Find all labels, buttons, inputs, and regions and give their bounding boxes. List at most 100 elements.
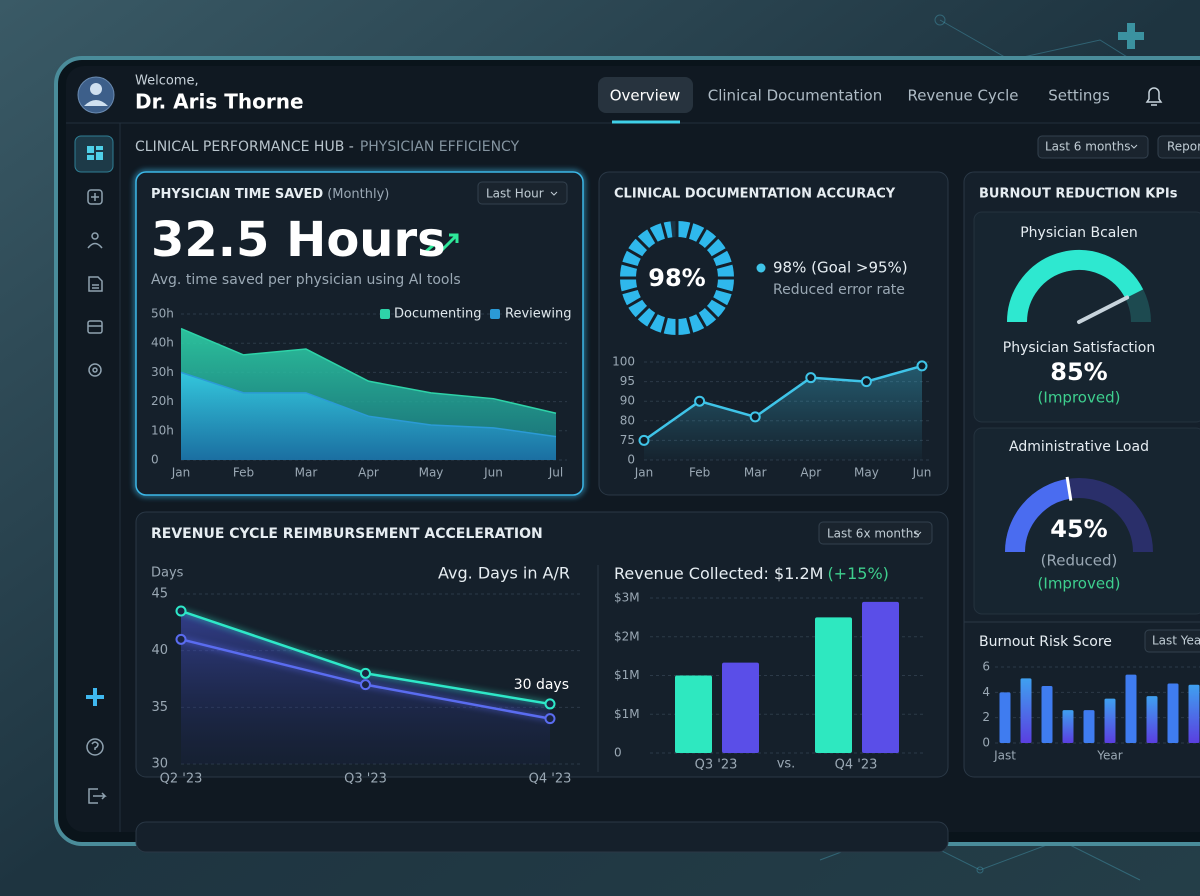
- donut-gap: [646, 311, 659, 329]
- y-tick-label: 40h: [151, 336, 174, 350]
- nav-tab[interactable]: Revenue Cycle: [907, 87, 1018, 105]
- y-tick-label: 80: [620, 413, 635, 427]
- chart-subtitle: Avg. Days in A/R: [438, 564, 570, 583]
- gauge-title: Administrative Load: [1009, 439, 1149, 455]
- donut-gap: [695, 227, 708, 245]
- donut-gap: [660, 221, 669, 240]
- y-tick-label: 95: [620, 374, 635, 388]
- y-tick-label: 0: [151, 453, 159, 467]
- x-tick-label: Feb: [689, 466, 710, 480]
- filter-button[interactable]: [1037, 135, 1149, 159]
- y-tick-label: 50h: [151, 307, 174, 321]
- bar: [675, 675, 712, 753]
- filter-button[interactable]: [1144, 629, 1200, 653]
- donut-gap: [634, 305, 650, 321]
- donut-gap: [660, 316, 669, 335]
- gauge-marker: [1065, 476, 1073, 501]
- y-tick-label: 6: [982, 660, 990, 674]
- logout-icon[interactable]: [88, 788, 107, 804]
- docs-icon[interactable]: [88, 276, 103, 292]
- x-tick-label: Q4 '23: [529, 772, 572, 787]
- nav-tab[interactable]: Clinical Documentation: [708, 87, 883, 105]
- x-tick-label: Apr: [358, 466, 379, 480]
- legend-dot: [756, 263, 766, 273]
- panel-title: BURNOUT REDUCTION KPIs: [979, 187, 1178, 202]
- dashboard-icon[interactable]: [87, 146, 94, 153]
- line: [643, 364, 923, 442]
- nav-active-bg: [598, 77, 693, 113]
- filter-label: Last 6x months: [827, 527, 920, 541]
- x-tick-label: Jun: [912, 466, 932, 480]
- point: [360, 667, 371, 679]
- bar: [1125, 674, 1137, 743]
- hub-title: CLINICAL PERFORMANCE HUB - PHYSICIAN EFFI…: [135, 139, 520, 155]
- gauge-value-label: 45%: [1050, 515, 1107, 543]
- nav-tab[interactable]: Settings: [1048, 87, 1110, 105]
- y-tick-label: 90: [620, 394, 635, 408]
- x-tick-label: Mar: [295, 466, 318, 480]
- y-tick-label: $1M: [614, 668, 640, 682]
- x-tick-label: Year: [1096, 749, 1122, 763]
- y-tick-label: $1M: [614, 707, 640, 721]
- point: [175, 633, 187, 645]
- bell-icon[interactable]: [1145, 87, 1163, 106]
- filter-button[interactable]: [818, 521, 933, 545]
- x-tick-label: May: [419, 466, 444, 480]
- legend-label: Documenting: [394, 307, 481, 322]
- bar: [1104, 698, 1116, 743]
- point: [749, 411, 761, 423]
- y-tick-label: 35: [151, 700, 168, 715]
- bar: [862, 601, 899, 753]
- donut-gap: [646, 227, 659, 245]
- billing-icon[interactable]: [87, 320, 103, 334]
- y-tick-label: 20h: [151, 394, 174, 408]
- gauge-label: Physician Satisfaction: [1003, 340, 1155, 356]
- x-tick-label: Q4 '23: [835, 758, 878, 773]
- settings-icon[interactable]: [88, 363, 102, 377]
- y-tick-label: 0: [614, 746, 622, 760]
- x-tick-label: May: [854, 466, 879, 480]
- x-tick-label: Mar: [744, 466, 767, 480]
- y-tick-label: 2: [982, 710, 990, 724]
- team-icon[interactable]: [91, 232, 99, 240]
- filter-label: Last Hour: [486, 187, 544, 201]
- avatar-head: [90, 83, 102, 95]
- user-name: Dr. Aris Thorne: [135, 90, 304, 114]
- bar: [1041, 686, 1053, 743]
- donut-gap: [704, 305, 720, 321]
- panel-title: REVENUE CYCLE REIMBURSEMENT ACCELERATION: [151, 526, 543, 542]
- bar: [1167, 683, 1179, 743]
- panel-title: Burnout Risk Score: [979, 634, 1112, 650]
- nav-tab[interactable]: Overview: [610, 87, 681, 105]
- point: [175, 605, 187, 617]
- bar: [1020, 678, 1032, 743]
- help-icon[interactable]: [86, 738, 104, 756]
- report-button[interactable]: [1157, 135, 1200, 159]
- filter-button[interactable]: [477, 181, 568, 205]
- y-tick-label: 45: [151, 587, 168, 602]
- donut-gap: [620, 286, 639, 295]
- bar: [1146, 696, 1158, 743]
- y-tick-label: 10h: [151, 423, 174, 437]
- point: [544, 713, 556, 725]
- legend-swatch: [490, 309, 500, 319]
- donut-gap: [695, 311, 708, 329]
- new-icon[interactable]: [86, 688, 104, 706]
- y-tick-label: 0: [982, 736, 990, 750]
- bar: [1062, 710, 1074, 743]
- sidebar-active: [74, 135, 114, 173]
- point: [360, 679, 371, 691]
- hub-title-sub: PHYSICIAN EFFICIENCY: [360, 139, 520, 155]
- donut-gap: [715, 261, 734, 270]
- chevron: [1130, 144, 1138, 149]
- area: [644, 365, 922, 460]
- point: [694, 395, 706, 407]
- welcome-text: Welcome,: [135, 74, 199, 89]
- gauge-title: Physician Bcalen: [1020, 225, 1138, 241]
- y-tick-label: 30: [151, 757, 168, 772]
- add-icon[interactable]: [87, 189, 103, 205]
- point: [638, 434, 650, 446]
- x-tick-label: Jan: [634, 466, 654, 480]
- x-tick-label: Q3 '23: [695, 758, 738, 773]
- gauge-needle: [1077, 295, 1130, 324]
